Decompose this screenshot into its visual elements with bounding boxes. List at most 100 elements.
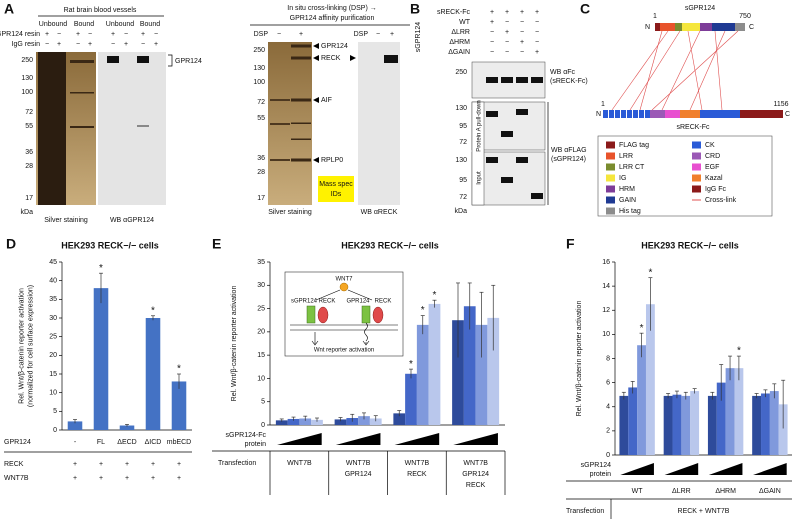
inset-arrow <box>315 289 373 301</box>
y-tick-label: 5 <box>53 408 57 415</box>
chart-title: HEK293 RECK−/− cells <box>341 240 439 250</box>
gel-band <box>70 92 94 94</box>
wb-band <box>516 157 528 163</box>
y-axis-label: Rel. Wnt/β-catenin reporter activation <box>18 288 25 404</box>
significance-star: * <box>409 359 413 370</box>
x-tick-label: ΔECD <box>117 439 136 446</box>
domain <box>700 23 712 31</box>
unit-label: kDa <box>21 209 34 216</box>
bar <box>311 419 323 425</box>
gel-band <box>70 60 94 63</box>
bar <box>725 368 735 455</box>
sign: + <box>520 39 524 46</box>
wb-band <box>486 111 498 117</box>
y-tick-label: 0 <box>606 452 610 459</box>
wb-band <box>486 157 498 163</box>
x-tick-label: WNT7B <box>463 460 488 467</box>
x-tick-label: ΔICD <box>145 439 162 446</box>
unit-label: kDa <box>455 208 468 215</box>
legend-swatch <box>606 196 615 204</box>
receptor-shape <box>361 305 371 324</box>
bar <box>171 381 187 430</box>
residue-label: 1 <box>601 101 605 108</box>
significance-star: * <box>648 267 652 278</box>
x-tick-label: WNT7B <box>346 460 371 467</box>
domain <box>675 23 682 31</box>
sign: − <box>490 29 494 36</box>
marker-label: 95 <box>459 177 467 184</box>
sign: − <box>535 39 539 46</box>
significance-star: * <box>737 346 741 357</box>
condition-sign: + <box>99 461 103 468</box>
cross-link <box>689 30 726 111</box>
legend-swatch <box>606 207 615 215</box>
sign: − <box>45 41 49 48</box>
sign: − <box>124 31 128 38</box>
ligand <box>339 282 349 292</box>
section-label: Protein A pull-down <box>477 100 483 151</box>
sign: − <box>141 41 145 48</box>
sign: − <box>520 19 524 26</box>
row-label: WNT7B <box>4 475 29 482</box>
resin-label: IgG resin <box>12 41 41 48</box>
legend-swatch <box>606 141 615 149</box>
inset-label: GPR124 <box>346 299 370 305</box>
domain <box>712 23 735 31</box>
receptor-shape <box>306 305 316 324</box>
box-label: Mass spec <box>319 181 353 188</box>
cross-link <box>714 30 723 111</box>
wb-band <box>531 77 543 83</box>
gel-band <box>291 122 311 124</box>
blot-label: WB αFLAG <box>551 147 587 154</box>
y-tick-label: 25 <box>49 334 57 341</box>
legend-swatch <box>606 174 615 182</box>
treatment-label: DSP <box>254 31 269 38</box>
sign: + <box>505 29 509 36</box>
legend-label: LRR CT <box>619 164 645 171</box>
sign: + <box>535 9 539 16</box>
dose-triangle <box>453 433 498 445</box>
sign: + <box>76 31 80 38</box>
condition-sign: + <box>177 475 181 482</box>
sign: − <box>111 41 115 48</box>
sign: − <box>376 31 380 38</box>
domain <box>603 110 608 118</box>
significance-star: * <box>640 323 644 334</box>
transmembrane <box>364 322 368 342</box>
dose-triangle <box>277 433 322 445</box>
arrowhead <box>313 55 319 61</box>
wb-band <box>531 193 543 199</box>
panel-label: F <box>566 236 575 252</box>
domain <box>609 110 614 118</box>
dose-label: protein <box>245 441 267 448</box>
sign: − <box>535 19 539 26</box>
domain <box>660 23 675 31</box>
legend-label: Cross-link <box>705 197 737 204</box>
condition-sign: + <box>151 461 155 468</box>
wb-band <box>501 177 513 183</box>
arrowhead <box>350 55 356 61</box>
x-tick-label: RECK <box>407 471 427 478</box>
arrowhead <box>313 97 319 103</box>
y-tick-label: 30 <box>49 315 57 322</box>
bar <box>119 425 135 430</box>
sign: − <box>88 31 92 38</box>
marker-label: 250 <box>21 57 33 64</box>
significance-star: * <box>421 305 425 316</box>
wb-band <box>137 56 149 63</box>
bar <box>663 395 673 455</box>
treatment-label: DSP <box>354 31 369 38</box>
band-label: RECK <box>321 55 341 62</box>
transfection-label: RECK + WNT7B <box>678 508 730 515</box>
y-tick-label: 4 <box>606 404 610 411</box>
marker-label: 130 <box>455 157 467 164</box>
dose-label: protein <box>590 471 612 478</box>
inset-label: RECK <box>319 299 336 305</box>
row-label: Transfection <box>218 460 256 467</box>
bar <box>716 382 726 455</box>
marker-label: 100 <box>253 79 265 86</box>
cross-link <box>651 30 739 111</box>
wb-band <box>107 56 119 63</box>
dose-triangle <box>708 463 743 475</box>
